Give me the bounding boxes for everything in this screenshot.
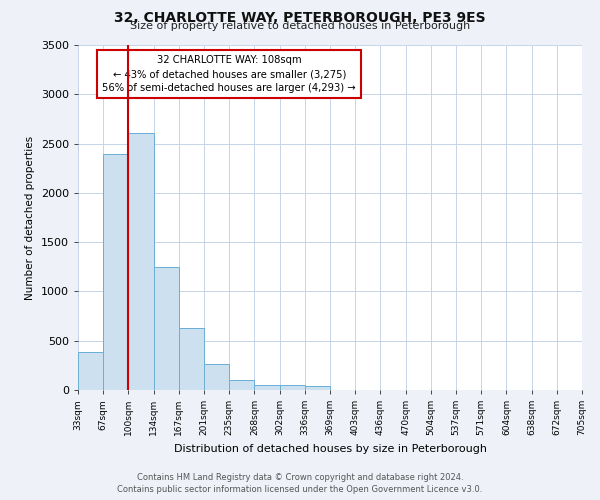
Bar: [179, 328, 204, 390]
Text: 32 CHARLOTTE WAY: 108sqm
← 43% of detached houses are smaller (3,275)
56% of sem: 32 CHARLOTTE WAY: 108sqm ← 43% of detach…: [103, 56, 356, 94]
Bar: [154, 267, 179, 390]
Bar: [204, 364, 229, 390]
Bar: [128, 132, 154, 390]
Text: Size of property relative to detached houses in Peterborough: Size of property relative to detached ho…: [130, 21, 470, 31]
Bar: [280, 385, 305, 390]
Y-axis label: Number of detached properties: Number of detached properties: [25, 136, 35, 300]
Bar: [103, 154, 128, 390]
Bar: [78, 352, 103, 390]
Text: 32, CHARLOTTE WAY, PETERBOROUGH, PE3 9ES: 32, CHARLOTTE WAY, PETERBOROUGH, PE3 9ES: [114, 11, 486, 25]
Text: Contains HM Land Registry data © Crown copyright and database right 2024.
Contai: Contains HM Land Registry data © Crown c…: [118, 472, 482, 494]
Bar: [229, 380, 254, 390]
Bar: [305, 386, 330, 390]
X-axis label: Distribution of detached houses by size in Peterborough: Distribution of detached houses by size …: [173, 444, 487, 454]
Bar: [254, 384, 280, 390]
